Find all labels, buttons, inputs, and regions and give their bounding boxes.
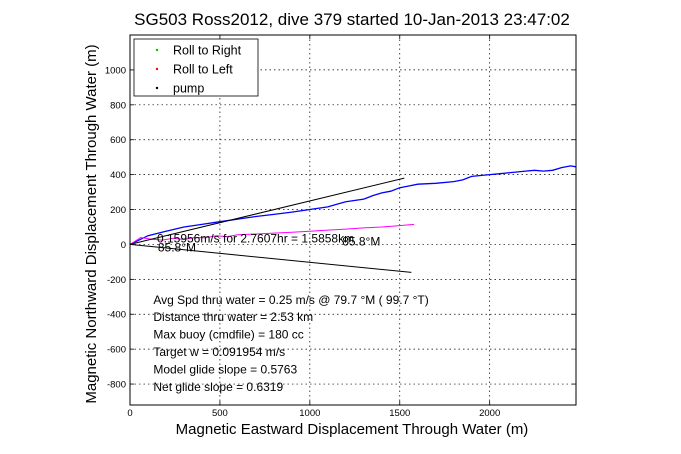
annotation-layer: 0.15956m/s for 2.7607hr = 1.5858km85.8°M…	[153, 232, 428, 394]
chart-annotation: Target w = 0.091954 m/s	[153, 345, 285, 359]
y-tick-label: -600	[107, 345, 126, 356]
chart-annotation: Net glide slope = 0.6319	[153, 380, 283, 394]
tick-layer: 0 500 1000 1500 2000 -800 -600 -400 -200 0 200 400 6…	[105, 35, 576, 419]
legend: Roll to Right Roll to Left pump	[133, 38, 259, 97]
y-tick-label: 0	[121, 240, 126, 251]
legend-label: Roll to Right	[173, 44, 242, 58]
chart-annotation: 0.15956m/s for 2.7607hr = 1.5858km	[157, 232, 354, 246]
legend-label: Roll to Left	[173, 63, 233, 77]
y-axis-label: Magnetic Northward Displacement Through …	[83, 44, 100, 403]
x-tick-label: 0	[127, 408, 132, 419]
legend-entries: Roll to Right Roll to Left pump	[155, 44, 242, 96]
x-tick-label: 500	[212, 408, 228, 419]
y-tick-label: 800	[110, 100, 126, 111]
legend-label: pump	[173, 82, 204, 96]
chart-annotation: Avg Spd thru water = 0.25 m/s @ 79.7 °M …	[153, 293, 428, 307]
x-tick-label: 1000	[299, 408, 320, 419]
legend-marker	[155, 86, 159, 90]
legend-marker	[155, 48, 159, 52]
series-line	[129, 223, 415, 245]
y-tick-label: 400	[110, 170, 126, 181]
y-tick-label: -400	[107, 310, 126, 321]
y-tick-label: -800	[107, 380, 126, 391]
y-tick-label: -200	[107, 275, 126, 286]
legend-marker	[155, 67, 159, 71]
x-axis-label: Magnetic Eastward Displacement Through W…	[176, 421, 529, 438]
x-tick-label: 1500	[389, 408, 410, 419]
chart-annotation: 85.8°M	[342, 234, 380, 248]
chart-annotation: Distance thru water = 2.53 km	[153, 310, 313, 324]
legend-box	[133, 38, 259, 97]
series-layer	[129, 165, 577, 273]
series-line	[129, 177, 405, 245]
x-tick-label: 2000	[479, 408, 500, 419]
plot-frame	[129, 34, 577, 406]
chart-annotation: 85.8°M	[158, 240, 196, 254]
chart-annotation: Max buoy (cmdfile) = 180 cc	[153, 328, 303, 342]
chart-annotation: Model glide slope = 0.5763	[153, 363, 297, 377]
y-tick-label: 200	[110, 205, 126, 216]
y-tick-label: 600	[110, 135, 126, 146]
chart-title: SG503 Ross2012, dive 379 started 10-Jan-…	[134, 10, 570, 29]
y-tick-label: 1000	[105, 65, 126, 76]
series-line	[129, 243, 412, 273]
series-line	[129, 165, 577, 245]
